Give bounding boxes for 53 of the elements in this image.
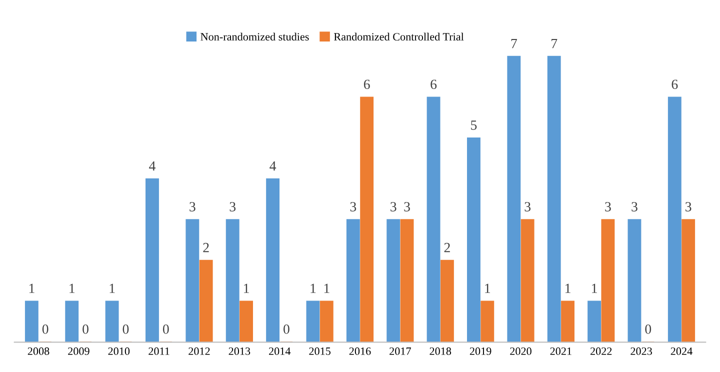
data-label: 3 <box>605 202 611 212</box>
data-label: 5 <box>471 120 477 130</box>
x-tick-label: 2022 <box>590 347 612 355</box>
data-label: 6 <box>672 80 678 90</box>
x-tick-label: 2023 <box>630 347 652 355</box>
data-label: 1 <box>324 284 330 293</box>
legend-label: Randomized Controlled Trial <box>334 32 464 41</box>
data-label: 3 <box>686 202 692 212</box>
data-label: 3 <box>350 202 356 212</box>
data-label: 3 <box>190 202 196 212</box>
data-label: 2 <box>203 242 209 252</box>
data-label: 4 <box>270 161 276 170</box>
data-label: 1 <box>244 284 249 293</box>
data-label: 3 <box>404 202 410 212</box>
legend-label: Non-randomized studies <box>200 32 309 41</box>
x-tick-label: 2012 <box>188 347 210 355</box>
x-tick-label: 2015 <box>309 347 330 355</box>
data-label: 0 <box>82 324 88 334</box>
data-label: 1 <box>566 284 570 293</box>
data-label: 1 <box>29 284 34 293</box>
x-tick-label: 2017 <box>390 347 411 355</box>
data-label: 3 <box>230 202 236 212</box>
x-tick-label: 2014 <box>269 347 291 355</box>
data-label: 1 <box>592 284 597 293</box>
data-label: 0 <box>42 324 48 334</box>
x-tick-label: 2010 <box>108 347 130 355</box>
data-label: 4 <box>149 161 156 170</box>
data-label: 0 <box>122 324 129 334</box>
x-tick-label: 2009 <box>68 347 90 355</box>
x-tick-label: 2024 <box>670 347 692 355</box>
x-tick-label: 2011 <box>148 347 170 355</box>
data-label: 1 <box>485 284 490 293</box>
data-label: 2 <box>444 242 450 252</box>
x-tick-label: 2018 <box>430 347 452 355</box>
x-tick-label: 2019 <box>470 347 492 355</box>
data-label: 0 <box>162 324 169 334</box>
data-label: 0 <box>284 324 290 334</box>
data-label: 3 <box>524 202 531 212</box>
data-label: 3 <box>632 202 638 212</box>
data-label: 1 <box>310 284 316 293</box>
x-tick-label: 2020 <box>510 347 532 355</box>
data-label: 1 <box>110 284 115 293</box>
data-label: 6 <box>364 80 370 90</box>
x-tick-label: 2021 <box>550 347 572 355</box>
data-label: 6 <box>430 80 437 90</box>
data-label: 7 <box>552 38 558 48</box>
data-label: 1 <box>70 284 75 293</box>
x-tick-label: 2008 <box>28 347 50 355</box>
data-label: 3 <box>390 202 396 212</box>
x-tick-label: 2016 <box>349 347 371 355</box>
data-label: 0 <box>645 324 652 334</box>
data-label: 7 <box>511 38 517 48</box>
x-tick-label: 2013 <box>228 347 250 355</box>
